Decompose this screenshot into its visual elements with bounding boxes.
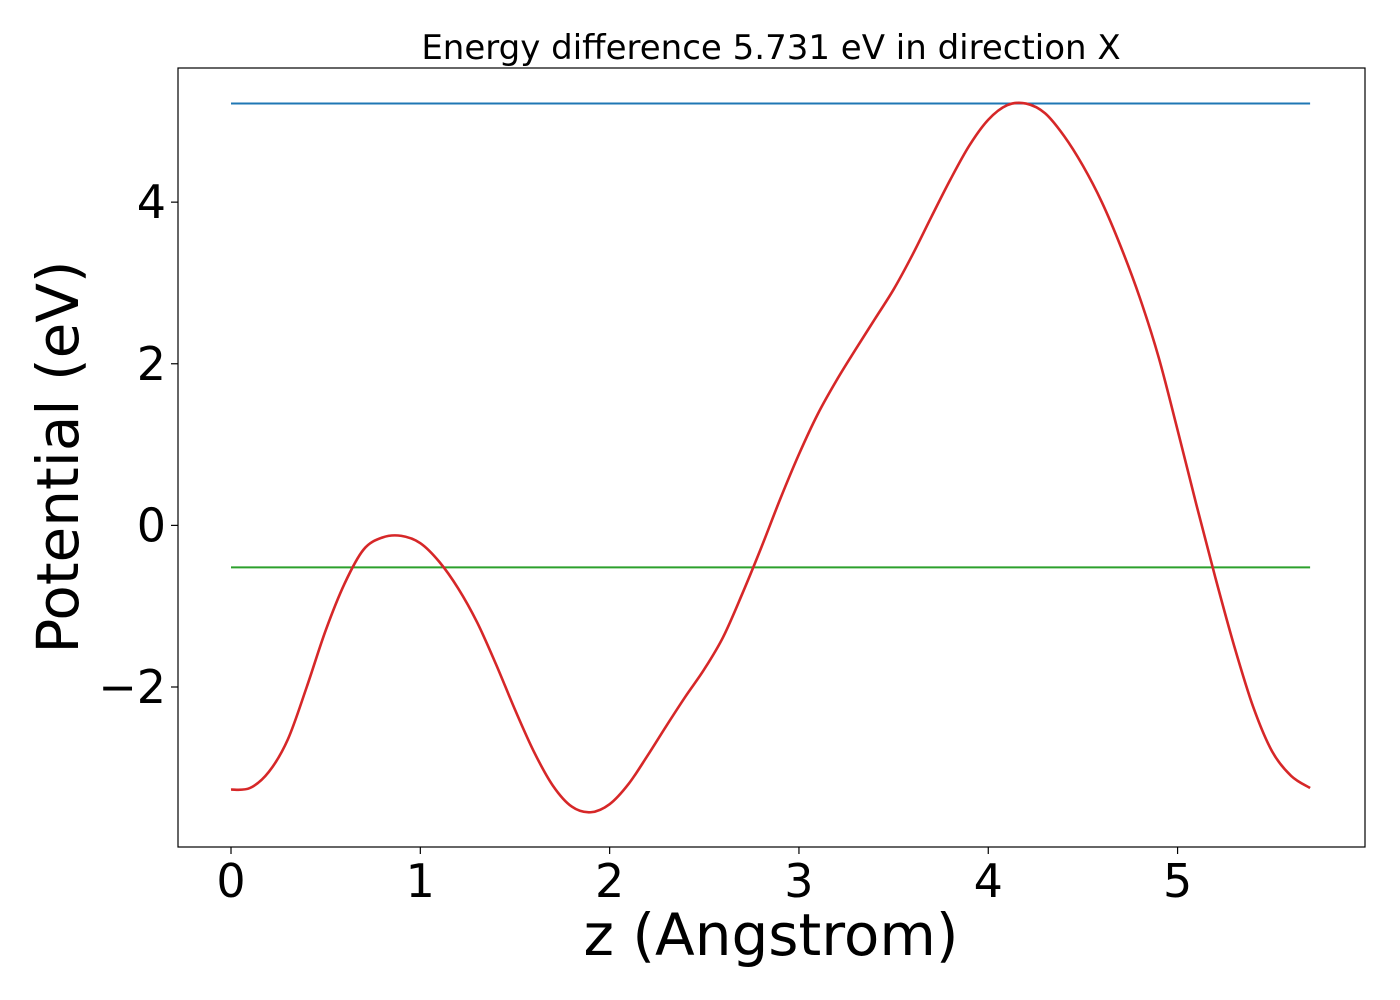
x-tick-label: 5 xyxy=(1163,854,1192,908)
y-tick-label: 0 xyxy=(137,498,166,552)
y-tick-label: 2 xyxy=(137,337,166,391)
potential-curve xyxy=(230,101,1311,814)
x-tick-label: 2 xyxy=(595,854,624,908)
x-tick-label: 4 xyxy=(974,854,1003,908)
x-axis-label: z (Angstrom) xyxy=(584,901,959,969)
plot-frame xyxy=(177,67,1366,848)
x-axis-ticks: 0 1 2 3 4 5 xyxy=(216,847,1192,908)
y-tick-label: 4 xyxy=(137,175,166,229)
x-tick-label: 3 xyxy=(784,854,813,908)
x-tick-label: 1 xyxy=(406,854,435,908)
y-tick-label: −2 xyxy=(98,660,166,714)
x-tick-label: 0 xyxy=(216,854,245,908)
y-axis-label: Potential (eV) xyxy=(24,260,92,653)
y-axis-ticks: −2 0 2 4 xyxy=(98,175,178,714)
chart-title: Energy difference 5.731 eV in direction … xyxy=(421,28,1120,68)
series-layer xyxy=(230,101,1311,814)
